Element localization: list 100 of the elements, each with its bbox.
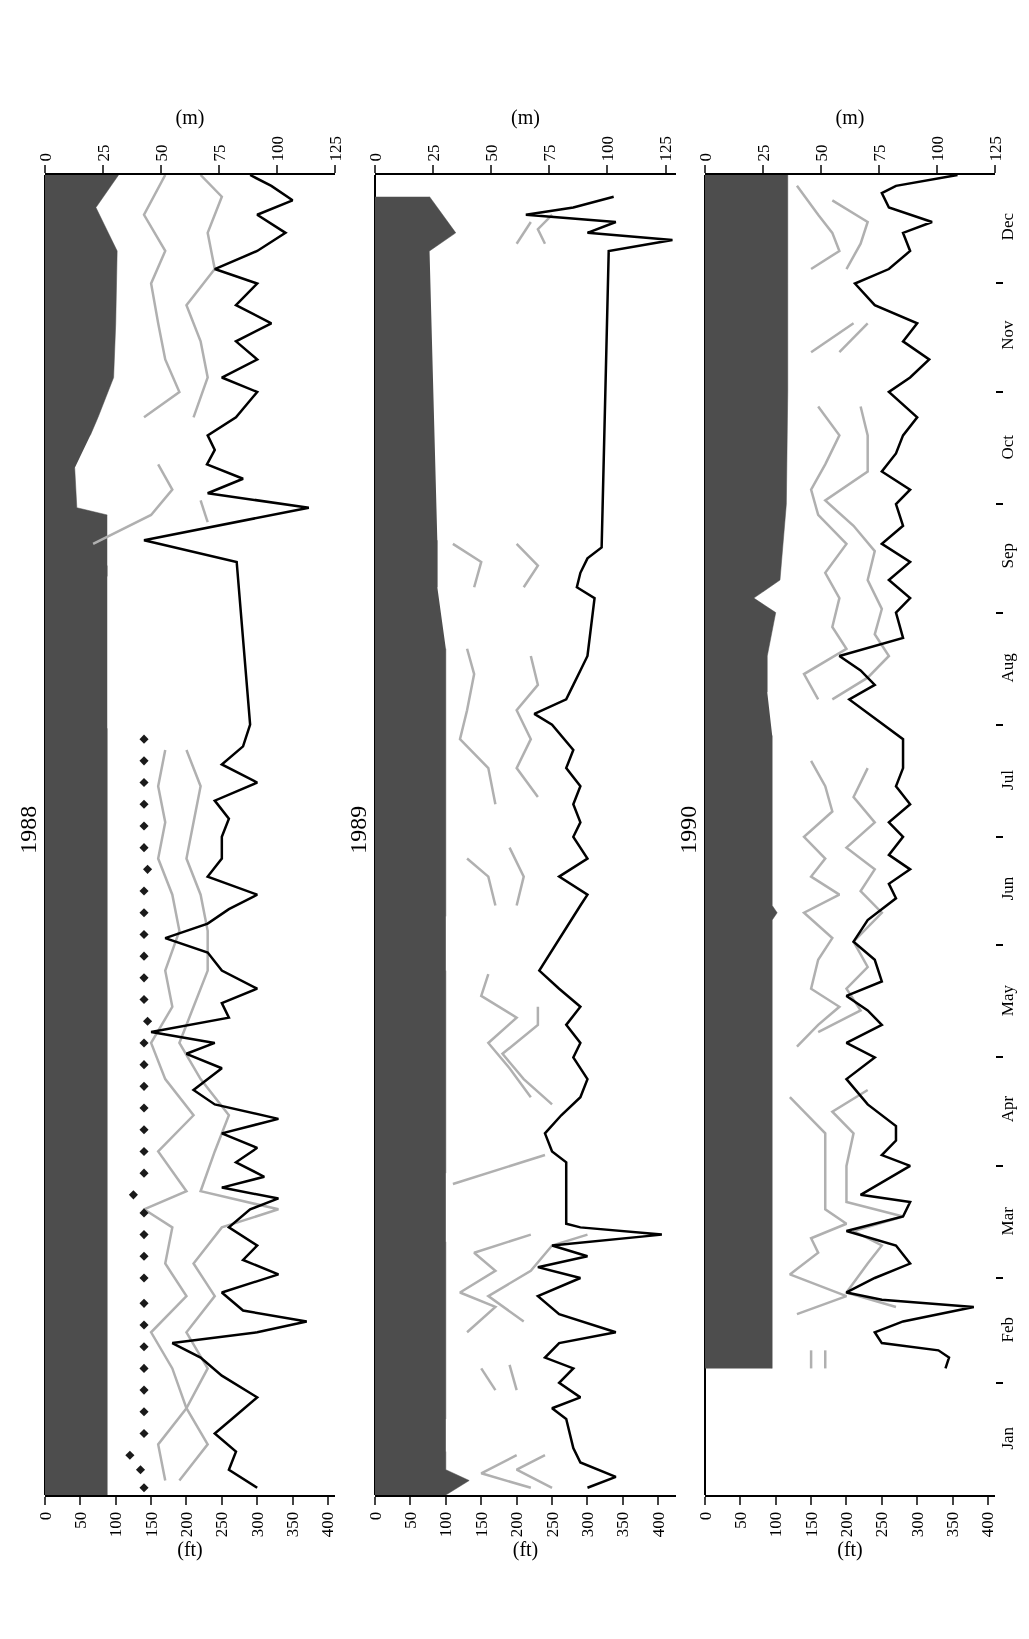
y-tick-label: Nov (998, 320, 1017, 350)
x-tick-label: 100 (436, 1511, 456, 1538)
point (139, 1081, 149, 1091)
x-tick-label: 100 (766, 1511, 786, 1538)
point (143, 1016, 153, 1026)
y-tick-label: Apr (998, 1095, 1017, 1123)
x-tick-label: 350 (943, 1511, 963, 1538)
x-tick-label: 350 (613, 1511, 633, 1538)
text: 1989 (345, 805, 372, 854)
x-tick-label: 150 (141, 1511, 161, 1538)
y-tick-label: Aug (998, 652, 1017, 683)
text: 1988 (15, 805, 42, 854)
x2-tick-label: 125 (325, 136, 345, 162)
point (139, 1428, 149, 1439)
point (139, 756, 149, 766)
x-axis-title: (ft) (177, 1538, 203, 1562)
x-tick-label: 200 (507, 1511, 527, 1538)
x2-tick-label: 25 (423, 144, 443, 162)
x-tick-label: 50 (400, 1511, 420, 1529)
x2-tick-label: 125 (985, 136, 1005, 162)
x-tick-label: 350 (283, 1511, 303, 1538)
x-tick-label: 50 (70, 1511, 90, 1529)
x2-tick-label: 75 (209, 144, 229, 162)
x2-tick-label: 50 (151, 144, 171, 162)
point (139, 1483, 149, 1493)
x2-tick-label: 75 (869, 144, 889, 162)
text: 1990 (675, 805, 702, 854)
x2-tick-label: 100 (927, 136, 947, 162)
y-tick-label: Jan (998, 1426, 1017, 1450)
x-tick-label: 250 (872, 1511, 892, 1538)
x2-tick-label: 125 (656, 136, 676, 162)
x2-tick-label: 50 (811, 144, 831, 162)
x2-tick-label: 100 (267, 136, 287, 162)
point (139, 1385, 149, 1395)
x-tick-label: 300 (247, 1511, 267, 1538)
x-tick-label: 0 (695, 1511, 715, 1521)
x-tick-label: 0 (35, 1511, 55, 1521)
x-tick-label: 250 (542, 1511, 562, 1538)
point (139, 778, 149, 788)
x2-tick-label: 0 (365, 153, 385, 162)
x-tick-label: 300 (577, 1511, 597, 1538)
x-tick-label: 400 (978, 1511, 998, 1538)
y-tick-label: Jun (998, 876, 1017, 901)
y-tick-label: May (998, 984, 1017, 1017)
point (139, 1038, 149, 1048)
point (139, 1363, 149, 1373)
x2-tick-label: 0 (35, 153, 55, 162)
x-tick-label: 300 (907, 1511, 927, 1538)
x-tick-label: 400 (318, 1511, 338, 1538)
point (139, 734, 149, 744)
x-axis-title: (ft) (512, 1538, 539, 1562)
point (139, 973, 149, 983)
y-tick-label: Dec (998, 212, 1017, 241)
point (125, 1450, 135, 1460)
point (139, 886, 149, 896)
point (139, 908, 149, 918)
point (139, 1251, 149, 1261)
x-tick-label: 150 (801, 1511, 821, 1538)
x2-axis-title: (m) (511, 106, 540, 130)
x2-tick-label: 25 (93, 144, 113, 162)
x2-tick-label: 100 (597, 136, 617, 162)
point (139, 1273, 149, 1283)
point (139, 1320, 149, 1330)
point (128, 1190, 138, 1200)
x-tick-label: 200 (176, 1511, 196, 1538)
x-tick-label: 150 (471, 1511, 491, 1538)
x2-tick-label: 25 (753, 144, 773, 162)
point (139, 1103, 149, 1113)
x-tick-label: 250 (212, 1511, 232, 1538)
point (139, 1125, 149, 1135)
point (139, 1146, 149, 1156)
y-tick-label: Sep (998, 543, 1017, 569)
x-tick-label: 50 (730, 1511, 750, 1529)
point (139, 1208, 149, 1218)
point (143, 864, 153, 874)
x2-tick-label: 50 (481, 144, 501, 162)
point (139, 1407, 149, 1417)
point (139, 1342, 149, 1352)
x-tick-label: 200 (836, 1511, 856, 1538)
y-tick-label: Oct (998, 434, 1017, 460)
x2-tick-label: 0 (695, 153, 715, 162)
x-tick-label: 400 (648, 1511, 668, 1538)
y-tick-label: Feb (998, 1316, 1017, 1343)
point (139, 929, 149, 939)
x-tick-label: 100 (106, 1511, 126, 1538)
x2-tick-label: 75 (539, 144, 559, 162)
point (139, 821, 149, 831)
point (139, 995, 149, 1005)
point (139, 843, 149, 853)
y-tick-label: Jul (998, 769, 1017, 790)
point (139, 1230, 149, 1240)
point (139, 951, 149, 961)
x-axis-title: (ft) (837, 1538, 863, 1562)
point (139, 1060, 149, 1070)
x2-axis-title: (m) (835, 106, 865, 130)
point (139, 1168, 149, 1178)
point (139, 799, 149, 809)
y-tick-label: Mar (998, 1206, 1017, 1236)
point (139, 1298, 149, 1308)
point (135, 1465, 146, 1475)
